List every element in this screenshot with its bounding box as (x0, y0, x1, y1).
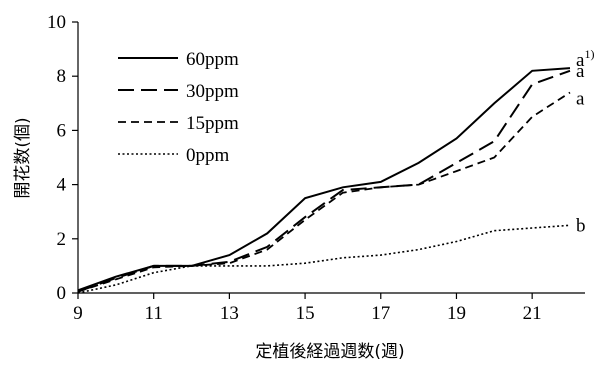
x-axis-title: 定植後経過週数(週) (255, 342, 404, 362)
y-axis-ticks: 0 2 4 6 8 10 (47, 12, 78, 304)
x-tick-label: 15 (296, 303, 315, 324)
end-label-0ppm: b (576, 215, 586, 236)
x-tick-label: 21 (523, 303, 542, 324)
y-tick-label: 4 (57, 175, 67, 196)
legend-label-30ppm: 30ppm (186, 81, 239, 102)
legend: 60ppm 30ppm 15ppm 0ppm (118, 49, 239, 166)
y-tick-label: 0 (57, 283, 67, 304)
series-line-60ppm (77, 67, 571, 292)
y-axis-title: 開花数(個) (13, 117, 33, 198)
x-tick-label: 19 (447, 303, 466, 324)
series-line-15ppm (77, 91, 571, 293)
x-tick-label: 13 (220, 303, 239, 324)
end-label-15ppm: a (576, 88, 585, 109)
y-tick-label: 2 (57, 229, 67, 250)
y-tick-label: 10 (47, 12, 66, 33)
end-label-30ppm: a (576, 61, 585, 82)
y-tick-label: 6 (57, 120, 67, 141)
significance-labels: a1)aab (576, 47, 594, 236)
series-line-30ppm (77, 69, 571, 293)
x-tick-label: 11 (145, 303, 163, 324)
y-tick-label: 8 (57, 66, 67, 87)
series-line-0ppm (77, 224, 571, 294)
x-tick-label: 9 (73, 303, 83, 324)
series-lines (77, 67, 571, 294)
legend-label-15ppm: 15ppm (186, 113, 239, 134)
x-axis-ticks: 9 11 13 15 17 19 21 (73, 293, 542, 324)
x-tick-label: 17 (371, 303, 390, 324)
legend-label-60ppm: 60ppm (186, 49, 239, 70)
legend-label-0ppm: 0ppm (186, 145, 230, 166)
